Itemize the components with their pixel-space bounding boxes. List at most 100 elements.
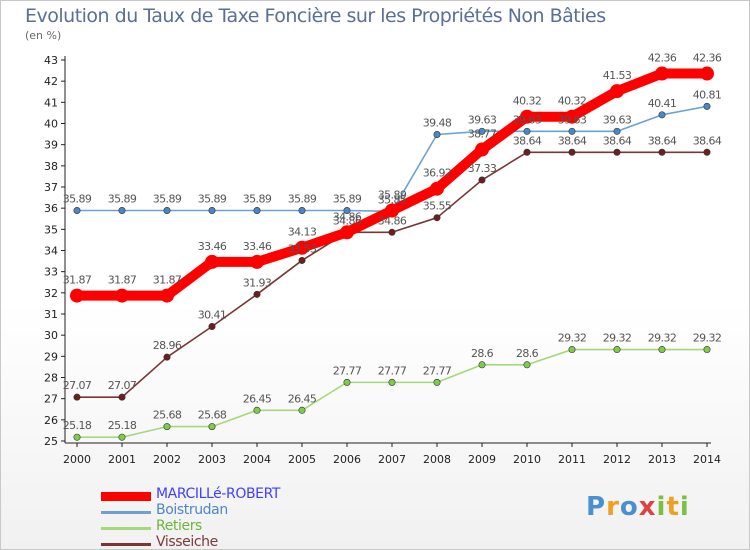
- legend-label: Retiers: [156, 518, 202, 534]
- data-point-boistrudan: [568, 127, 576, 135]
- data-point-retiers: [163, 423, 171, 431]
- data-point-boistrudan: [433, 131, 441, 139]
- data-point-marcill-robert: [115, 288, 129, 303]
- y-tick-label: 32: [44, 287, 58, 300]
- data-label-boistrudan: 39.63: [468, 113, 497, 126]
- y-tick-label: 41: [44, 96, 58, 109]
- y-tick-label: 43: [44, 54, 58, 67]
- data-point-retiers: [208, 423, 216, 431]
- data-point-retiers: [118, 433, 126, 441]
- y-tick-label: 33: [44, 266, 58, 279]
- data-point-visseiche: [388, 228, 396, 236]
- data-label-marcill-robert: 40.32: [558, 95, 587, 108]
- x-tick-label: 2004: [243, 453, 271, 466]
- x-tick-label: 2012: [603, 453, 631, 466]
- data-point-marcill-robert: [565, 109, 579, 124]
- data-label-marcill-robert: 36.92: [423, 167, 452, 180]
- x-tick-label: 2003: [198, 453, 226, 466]
- logo-letter: i: [679, 492, 690, 522]
- data-point-boistrudan: [253, 206, 261, 214]
- data-point-visseiche: [478, 176, 486, 184]
- data-point-marcill-robert: [520, 109, 534, 124]
- data-label-marcill-robert: 31.87: [153, 274, 182, 287]
- data-label-boistrudan: 35.89: [243, 192, 272, 205]
- data-label-retiers: 25.18: [108, 419, 137, 432]
- y-tick-label: 40: [44, 118, 58, 131]
- logo-letter: t: [666, 492, 680, 522]
- y-tick-label: 31: [44, 308, 58, 321]
- x-tick-label: 2005: [288, 453, 316, 466]
- data-label-visseiche: 38.64: [693, 134, 722, 147]
- data-point-boistrudan: [523, 127, 531, 135]
- y-tick-label: 25: [44, 435, 58, 448]
- data-point-boistrudan: [208, 206, 216, 214]
- data-label-marcill-robert: 33.46: [198, 240, 227, 253]
- data-point-boistrudan: [658, 111, 666, 119]
- data-label-boistrudan: 39.48: [423, 117, 452, 130]
- data-label-boistrudan: 35.89: [153, 192, 182, 205]
- data-point-visseiche: [703, 148, 711, 156]
- x-tick-label: 2009: [468, 453, 496, 466]
- legend-item-visseiche: Visseiche: [101, 534, 361, 549]
- data-point-boistrudan: [343, 206, 351, 214]
- data-label-boistrudan: 35.89: [198, 192, 227, 205]
- data-point-retiers: [523, 361, 531, 369]
- data-label-boistrudan: 35.89: [108, 192, 137, 205]
- data-point-boistrudan: [613, 127, 621, 135]
- x-tick-label: 2010: [513, 453, 541, 466]
- data-label-visseiche: 30.41: [198, 308, 227, 321]
- data-point-boistrudan: [703, 102, 711, 110]
- data-label-visseiche: 27.07: [108, 379, 137, 392]
- data-point-visseiche: [73, 393, 81, 401]
- data-label-retiers: 27.77: [333, 364, 362, 377]
- data-point-marcill-robert: [70, 288, 84, 303]
- data-label-retiers: 29.32: [603, 332, 632, 345]
- data-point-boistrudan: [73, 206, 81, 214]
- data-point-boistrudan: [298, 206, 306, 214]
- data-label-marcill-robert: 31.87: [63, 274, 92, 287]
- data-label-visseiche: 34.86: [378, 214, 407, 227]
- data-label-visseiche: 38.64: [603, 134, 632, 147]
- legend-swatch: [101, 527, 151, 530]
- data-label-visseiche: 35.55: [423, 200, 452, 213]
- data-label-retiers: 29.32: [558, 332, 587, 345]
- y-tick-label: 30: [44, 329, 58, 342]
- data-label-retiers: 25.18: [63, 419, 92, 432]
- data-point-boistrudan: [163, 206, 171, 214]
- logo-letter: o: [619, 492, 639, 522]
- data-point-boistrudan: [118, 206, 126, 214]
- data-label-retiers: 26.45: [288, 392, 317, 405]
- x-tick-label: 2007: [378, 453, 406, 466]
- x-tick-label: 2000: [63, 453, 91, 466]
- data-point-boistrudan: [478, 127, 486, 135]
- y-tick-label: 28: [44, 372, 58, 385]
- y-tick-label: 29: [44, 350, 58, 363]
- y-tick-label: 38: [44, 160, 58, 173]
- data-label-marcill-robert: 35.89: [378, 188, 407, 201]
- data-label-boistrudan: 40.41: [648, 97, 677, 110]
- data-label-marcill-robert: 34.13: [288, 226, 317, 239]
- data-label-visseiche: 38.64: [558, 134, 587, 147]
- x-tick-label: 2001: [108, 453, 136, 466]
- data-point-visseiche: [253, 290, 261, 298]
- data-point-marcill-robert: [430, 181, 444, 196]
- y-tick-label: 35: [44, 223, 58, 236]
- data-label-boistrudan: 39.63: [513, 113, 542, 126]
- data-label-visseiche: 37.33: [468, 162, 497, 175]
- data-label-retiers: 28.6: [471, 347, 494, 360]
- logo-letter: i: [656, 492, 667, 522]
- data-point-retiers: [433, 378, 441, 386]
- data-point-marcill-robert: [340, 225, 354, 240]
- data-label-visseiche: 31.93: [243, 276, 272, 289]
- data-label-marcill-robert: 33.46: [243, 240, 272, 253]
- x-tick-label: 2011: [558, 453, 586, 466]
- data-label-boistrudan: 35.89: [63, 192, 92, 205]
- legend-label: MARCILLé-ROBERT: [156, 486, 281, 502]
- data-label-boistrudan: 40.81: [693, 88, 722, 101]
- legend-item-boistrudan: Boistrudan: [101, 502, 361, 519]
- series-line-retiers: [76, 348, 708, 438]
- x-tick-label: 2002: [153, 453, 181, 466]
- data-point-visseiche: [523, 148, 531, 156]
- data-point-retiers: [568, 346, 576, 354]
- data-point-retiers: [478, 361, 486, 369]
